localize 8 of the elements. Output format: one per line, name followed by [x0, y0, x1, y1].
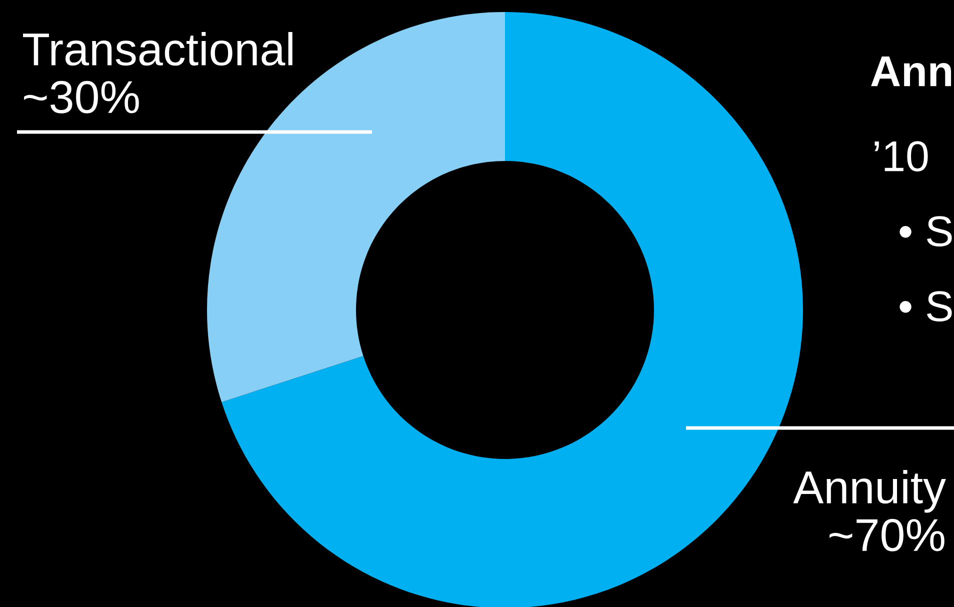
text: Ann	[871, 56, 952, 86]
text: • S	[900, 216, 952, 247]
slice-label: Annuity	[793, 470, 946, 513]
text: • S	[900, 291, 952, 322]
slice-label: Transactional	[23, 32, 292, 66]
data-label: ~70%	[830, 518, 944, 552]
data-label: ~30%	[24, 80, 139, 114]
text: ’10	[874, 141, 928, 172]
